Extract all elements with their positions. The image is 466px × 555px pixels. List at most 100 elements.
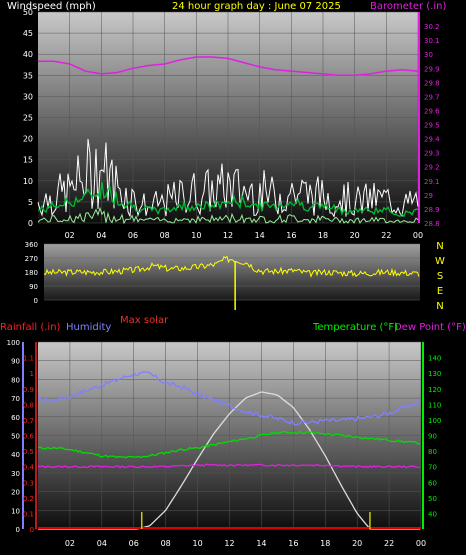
baro-tick-label: 29.1: [424, 178, 440, 186]
x-tick-label: 04: [97, 539, 107, 548]
humidity-line: [37, 371, 421, 426]
direction-tick-label: 180: [25, 269, 38, 277]
x-tick-label: 20: [350, 231, 360, 240]
temp-tick-label: 70: [428, 464, 437, 472]
x-tick-label: 14: [255, 231, 265, 240]
humidity-tick-label: 20: [11, 489, 20, 497]
x-tick-label: 10: [191, 231, 201, 240]
direction-tick-label: 90: [29, 283, 38, 291]
rain-tick-label: 0.9: [23, 386, 34, 394]
baro-tick-label: 29.7: [424, 93, 440, 101]
temperature-line: [37, 430, 421, 459]
wind-tick-label: 20: [23, 135, 33, 144]
rain-tick-label: 0.4: [23, 464, 35, 472]
baro-tick-label: 30.2: [424, 23, 440, 31]
temp-tick-label: 60: [428, 479, 437, 487]
baro-tick-label: 30.1: [424, 37, 440, 45]
x-tick-label: 18: [320, 539, 330, 548]
temp-tick-label: 40: [428, 510, 437, 518]
wind-tick-label: 5: [28, 198, 33, 207]
temp-tick-label: 130: [428, 370, 441, 378]
humidity-tick-label: 100: [7, 339, 20, 347]
rain-tick-label: 0.1: [23, 510, 34, 518]
x-tick-label: 02: [65, 231, 75, 240]
rain-tick-label: 0.7: [23, 417, 34, 425]
wind-tick-label: 35: [23, 71, 33, 80]
x-tick-label: 02: [65, 539, 75, 548]
x-tick-label: 00: [416, 539, 426, 548]
baro-tick-label: 29.3: [424, 150, 440, 158]
temp-tick-label: 110: [428, 401, 441, 409]
compass-label: W: [435, 256, 445, 267]
wind-direction-line: [43, 255, 420, 278]
baro-tick-label: 30: [424, 51, 433, 59]
humidity-axis-title: Humidity: [66, 322, 111, 333]
humidity-tick-label: 0: [16, 526, 20, 534]
x-tick-label: 22: [384, 539, 394, 548]
humidity-tick-label: 40: [11, 451, 20, 459]
wind-tick-label: 15: [23, 156, 33, 165]
rain-tick-label: 1: [30, 370, 34, 378]
baro-tick-label: 29.5: [424, 122, 440, 130]
wind-tick-label: 50: [23, 8, 33, 17]
x-tick-label: 06: [128, 231, 138, 240]
humidity-tick-label: 90: [11, 358, 20, 366]
rain-tick-label: 0.6: [23, 433, 35, 441]
x-tick-label: 12: [224, 539, 234, 548]
wind-tick-label: 0: [28, 219, 33, 228]
x-tick-label: 10: [192, 539, 202, 548]
x-tick-label: 18: [318, 231, 328, 240]
humidity-tick-label: 60: [11, 414, 20, 422]
wind-tick-label: 10: [23, 177, 33, 186]
baro-tick-label: 29: [424, 192, 433, 200]
dewpoint-line: [37, 463, 421, 469]
wind-tick-label: 45: [23, 29, 33, 38]
rain-tick-label: 0.3: [23, 479, 34, 487]
baro-tick-label: 28.8: [424, 220, 440, 228]
dewpoint-axis-title: Dew Point (°F): [394, 322, 466, 333]
x-tick-label: 06: [129, 539, 139, 548]
direction-tick-label: 0: [34, 297, 38, 305]
temperature-axis-title: Temperature (°F): [312, 322, 398, 333]
compass-label: N: [436, 301, 443, 312]
baro-tick-label: 29.6: [424, 107, 440, 115]
wind-tick-label: 40: [23, 50, 33, 59]
wind-tick-label: 30: [23, 92, 33, 101]
humidity-tick-label: 50: [11, 433, 20, 441]
temp-tick-label: 90: [428, 433, 437, 441]
humidity-tick-label: 80: [11, 376, 20, 384]
graph-title: 24 hour graph day : June 07 2025: [172, 1, 341, 12]
baro-tick-label: 29.4: [424, 136, 440, 144]
direction-tick-label: 360: [25, 241, 38, 249]
baro-tick-label: 29.8: [424, 79, 440, 87]
temp-tick-label: 140: [428, 355, 441, 363]
x-tick-label: 16: [286, 231, 296, 240]
barometer-line: [38, 56, 419, 77]
temp-tick-label: 50: [428, 495, 437, 503]
humidity-tick-label: 30: [11, 470, 20, 478]
x-tick-label: 04: [96, 231, 106, 240]
x-tick-label: 08: [161, 539, 171, 548]
x-tick-label: 00: [413, 231, 423, 240]
compass-label: E: [437, 286, 443, 297]
wind-tick-label: 25: [23, 114, 33, 123]
x-tick-label: 16: [288, 539, 298, 548]
humidity-tick-label: 10: [11, 507, 20, 515]
compass-label: S: [437, 271, 443, 282]
x-tick-label: 08: [160, 231, 170, 240]
compass-label: N: [436, 241, 443, 252]
x-tick-label: 14: [256, 539, 266, 548]
rain-tick-label: 0.5: [23, 448, 34, 456]
wind-average-line: [37, 182, 419, 218]
temp-tick-label: 120: [428, 386, 441, 394]
direction-tick-label: 270: [25, 255, 38, 263]
temp-tick-label: 100: [428, 417, 441, 425]
rain-tick-label: 1.1: [23, 355, 34, 363]
humidity-tick-label: 70: [11, 395, 20, 403]
wind-axis-title: Windspeed (mph): [7, 1, 96, 12]
rain-axis-title: Rainfall (.in): [0, 322, 61, 333]
temp-tick-label: 80: [428, 448, 437, 456]
barometer-axis-title: Barometer (.in): [370, 1, 446, 12]
x-tick-label: 22: [381, 231, 391, 240]
